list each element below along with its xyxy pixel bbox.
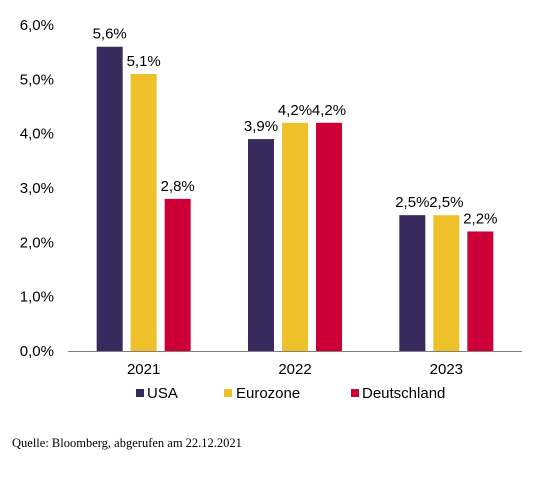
bar-usa-2023 <box>399 215 426 351</box>
y-tick-label: 3,0% <box>20 180 54 197</box>
data-label: 4,2% <box>278 102 312 119</box>
x-tick-label: 2022 <box>278 361 311 378</box>
legend-swatch <box>136 389 144 397</box>
bar-eurozone-2022 <box>282 122 308 351</box>
bar-usa-2022 <box>248 139 274 351</box>
data-label: 2,8% <box>161 178 195 195</box>
legend-item-deutschland: Deutschland <box>351 385 445 402</box>
x-tick-label: 2023 <box>430 361 463 378</box>
bars <box>96 46 494 352</box>
legend-item-usa: USA <box>136 385 178 402</box>
legend-swatch <box>224 389 232 397</box>
data-label: 2,5% <box>429 194 463 211</box>
data-label: 2,5% <box>395 194 429 211</box>
source-note: Quelle: Bloomberg, abgerufen am 22.12.20… <box>12 436 242 450</box>
legend-label: Deutschland <box>362 385 445 402</box>
bar-eurozone-2021 <box>130 73 157 352</box>
y-tick-label: 1,0% <box>20 289 54 306</box>
legend: USA Eurozone Deutschland <box>136 385 445 402</box>
legend-swatch <box>351 389 359 397</box>
data-label: 3,9% <box>244 118 278 135</box>
x-axis-ticks: 2021 2022 2023 <box>127 361 463 378</box>
y-tick-label: 2,0% <box>20 234 54 251</box>
bar-usa-2021 <box>96 46 123 351</box>
bar-deutschland-2022 <box>316 122 342 351</box>
y-tick-label: 0,0% <box>20 343 54 360</box>
data-label: 4,2% <box>312 102 346 119</box>
y-tick-label: 5,0% <box>20 71 54 88</box>
data-label: 2,2% <box>463 210 497 227</box>
legend-item-eurozone: Eurozone <box>224 385 300 402</box>
y-tick-label: 6,0% <box>20 17 54 34</box>
bar-deutschland-2021 <box>164 198 191 351</box>
x-tick-label: 2021 <box>127 361 160 378</box>
data-label: 5,6% <box>93 26 127 43</box>
bar-eurozone-2023 <box>433 215 460 351</box>
bar-deutschland-2023 <box>467 231 494 351</box>
bar-chart: 0,0% 1,0% 2,0% 3,0% 4,0% 5,0% 6,0% 5,6%5,1% 2,8… <box>20 17 522 402</box>
legend-label: USA <box>147 385 178 402</box>
data-label: 5,1% <box>127 53 161 70</box>
legend-label: Eurozone <box>236 385 300 402</box>
data-labels: 5,6%5,1%2,8%3,9%4,2% 4,2%2,5% 2,5%2,2% <box>93 26 498 228</box>
y-axis-ticks: 0,0% 1,0% 2,0% 3,0% 4,0% 5,0% 6,0% <box>20 17 54 360</box>
y-tick-label: 4,0% <box>20 126 54 143</box>
